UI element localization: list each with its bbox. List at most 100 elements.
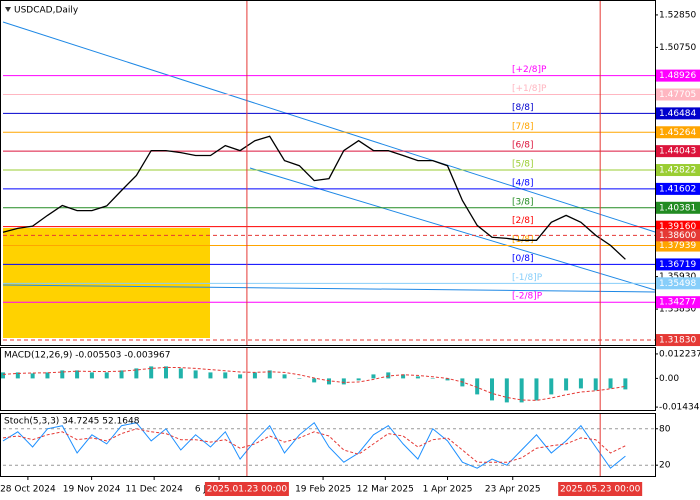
level-price-box [656, 88, 700, 101]
macd-bar [252, 372, 257, 379]
trend-line [2, 21, 656, 233]
x-tick-label: 11 Dec 2024 [125, 485, 183, 495]
y-tick-label: 0.00 [659, 374, 679, 384]
level-price-box [656, 296, 700, 309]
level-price-box [656, 69, 700, 82]
level-price-label: 1.42822 [659, 166, 696, 176]
level-price-label: 1.41602 [659, 184, 696, 194]
price-box [656, 229, 700, 242]
level-price-box [656, 182, 700, 195]
level-name: [6/8] [512, 141, 534, 151]
macd-bar [193, 370, 198, 379]
level-price-box [656, 164, 700, 177]
date-marker-box [558, 482, 643, 496]
macd-bar [134, 368, 139, 379]
macd-bar [356, 378, 361, 381]
macd-bar [475, 378, 480, 395]
stoch-line [2, 428, 626, 463]
macd-bar [327, 378, 331, 385]
macd-bar [608, 378, 613, 389]
y-tick-label: 1.52850 [659, 10, 696, 20]
macd-bar [578, 378, 583, 389]
macd-bar [45, 372, 50, 379]
level-price-box [656, 239, 700, 252]
level-name: [0/8] [512, 254, 534, 264]
macd-bar [401, 374, 406, 379]
frames: USDCAD,Daily MACD(12,26,9) -0.005503 -0.… [0, 0, 656, 477]
level-name: [7/8] [512, 122, 534, 132]
level-price-label: 1.46484 [659, 109, 696, 119]
macd-bar [490, 378, 494, 401]
price-line-series [2, 135, 626, 260]
x-tick-label: 28 Oct 2024 [0, 485, 56, 495]
level-name: [8/8] [512, 103, 534, 113]
level-price-label: 1.45264 [659, 128, 696, 138]
level-price-label: 1.39160 [659, 222, 696, 232]
stoch-panel [0, 413, 656, 477]
level-price-box [656, 277, 700, 290]
macd-title: MACD(12,26,9) -0.005503 -0.003967 [4, 351, 170, 361]
y-tick-label: 1.50750 [659, 43, 696, 53]
trend-line [249, 167, 656, 291]
macd-bar [504, 378, 509, 403]
level-price-label: 1.36719 [659, 260, 696, 270]
level-name: [-1/8]P [512, 273, 543, 283]
macd-bar [519, 378, 524, 403]
y-tick-label: 1.33830 [659, 305, 696, 315]
x-tick-label: 19 Nov 2024 [63, 485, 121, 495]
chart-icon [5, 7, 11, 12]
price-box [656, 334, 700, 347]
level-price-label: 1.34277 [659, 298, 696, 308]
macd-bar [15, 372, 20, 379]
main-panel [0, 0, 656, 346]
level-price-box [656, 145, 700, 158]
macd-bar [178, 368, 183, 379]
level-price-label: 1.47705 [659, 90, 696, 100]
y-tick-label: -0.014345 [659, 403, 700, 413]
stoch-title: Stoch(5,3,3) 34.7245 52.1648 [4, 417, 140, 427]
level-name: [2/8] [512, 216, 534, 226]
macd-bar [164, 366, 168, 379]
date-marker-box [204, 482, 289, 496]
macd-bar [623, 378, 628, 390]
y-tick-label: 80 [659, 424, 671, 434]
level-name: [+2/8]P [512, 65, 547, 75]
stoch-line [2, 421, 626, 469]
macd-bar [371, 374, 376, 379]
level-price-box [656, 201, 700, 214]
level-name: [5/8] [512, 160, 534, 170]
x-tick-label: 19 Feb 2025 [295, 485, 351, 495]
macd-bar [341, 378, 346, 385]
macd-bar [282, 374, 287, 379]
macd-bar [75, 370, 80, 379]
macd-bar [223, 372, 228, 379]
macd-bar [104, 372, 109, 379]
macd-bar [60, 370, 65, 379]
level-name: [-2/8]P [512, 292, 543, 302]
macd-panel [0, 347, 656, 411]
x-tick-label: 23 Apr 2025 [485, 485, 541, 495]
macd-bar [415, 376, 420, 379]
level-price-label: 1.37939 [659, 241, 696, 251]
level-price-label: 1.35498 [659, 279, 696, 289]
macd-bar [89, 372, 94, 379]
macd-bar [312, 378, 317, 383]
level-price-box [656, 258, 700, 271]
y-tick-label: 0.012237 [659, 349, 700, 359]
price-label: 1.38600 [659, 231, 696, 241]
level-price-box [656, 126, 700, 139]
level-name: [4/8] [512, 178, 534, 188]
macd-bar [445, 378, 450, 381]
macd-bar [119, 370, 124, 379]
macd-bar [149, 366, 154, 379]
level-price-label: 1.44043 [659, 147, 696, 157]
macd-bar [564, 378, 569, 391]
macd-bar [549, 378, 554, 395]
level-name: [3/8] [512, 197, 534, 207]
date-marker-label: 2025.05.23 00:00 [560, 485, 641, 495]
y-tick-label: 1.35930 [659, 272, 696, 282]
level-price-label: 1.48926 [659, 71, 696, 81]
chart-title: USDCAD,Daily [14, 6, 79, 16]
level-price-label: 1.40381 [659, 203, 696, 213]
